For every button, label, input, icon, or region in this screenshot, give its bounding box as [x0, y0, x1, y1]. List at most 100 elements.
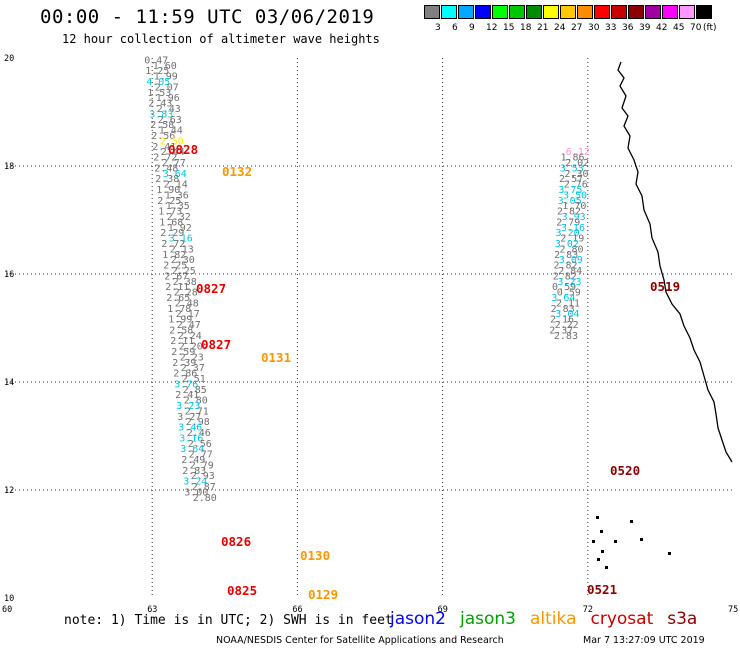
wave-height-value: 2.38	[173, 277, 197, 288]
wave-height-value: 2.47	[177, 320, 201, 331]
wave-height-value: 2.29	[160, 228, 184, 239]
wave-height-value: 2.93	[191, 471, 215, 482]
wave-height-value: 2.13	[170, 244, 194, 255]
wave-height-value: 3.50	[563, 190, 587, 201]
pass-time-label: 0129	[308, 587, 338, 602]
wave-height-value: 3.24	[183, 477, 207, 488]
island-dot	[597, 558, 600, 561]
pass-time-label: 0130	[300, 548, 330, 563]
island-dot	[630, 520, 633, 523]
legend-swatch	[560, 5, 576, 19]
island-dot	[640, 538, 643, 541]
wave-height-value: 1.35	[166, 201, 190, 212]
legend-level-label: 3	[435, 23, 441, 33]
legend-level-label: 21	[537, 23, 549, 33]
pass-time-label: 0827	[201, 337, 231, 352]
legend-swatch	[492, 5, 508, 19]
wave-height-value: 2.07	[155, 82, 179, 93]
wave-height-value: 0.47	[144, 55, 168, 66]
y-tick-label: 10	[4, 594, 14, 604]
wave-height-value: 2.24	[178, 331, 202, 342]
wave-height-value: 2.58	[150, 120, 174, 131]
wave-height-value: 2.82	[553, 261, 577, 272]
wave-height-value: 2.20	[179, 342, 203, 353]
wave-height-value: 2.98	[186, 417, 210, 428]
pass-time-label: 0827	[196, 281, 226, 296]
legend-level-label: 42	[656, 23, 668, 33]
legend-level-label: 18	[520, 23, 532, 33]
legend-level-label: 45	[673, 23, 685, 33]
wave-height-value: 1.92	[168, 223, 192, 234]
wave-height-value: 3.16	[561, 223, 585, 234]
wave-height-value: 2.51	[182, 374, 206, 385]
wave-height-value: 2.63	[158, 115, 182, 126]
wave-height-value: 3.20	[556, 228, 580, 239]
wave-height-value: 2.22	[555, 320, 579, 331]
wave-height-value: 2.25	[163, 261, 187, 272]
island-dot	[668, 552, 671, 555]
wave-height-value: 2.25	[172, 266, 196, 277]
wave-height-value: 1.99	[154, 72, 178, 83]
wave-height-value: 2.37	[181, 363, 205, 374]
y-tick-label: 14	[4, 378, 14, 388]
wave-height-value: 3.53	[560, 163, 584, 174]
wave-height-value: 1.90	[156, 185, 180, 196]
island-dot	[601, 550, 604, 553]
wave-height-value: 2.38	[155, 174, 179, 185]
y-tick-label: 18	[4, 162, 14, 172]
wave-height-value: 2.02	[565, 158, 589, 169]
wave-height-value: 2.14	[164, 180, 188, 191]
wave-height-value: 2.43	[157, 104, 181, 115]
island-dot	[614, 540, 617, 543]
wave-height-value: 2.30	[171, 255, 195, 266]
wave-height-value: 2.82	[553, 271, 577, 282]
wave-height-value: 2.65	[166, 293, 190, 304]
x-tick-label: 63	[147, 605, 157, 615]
wave-height-value: 3.46	[178, 423, 202, 434]
legend-swatch	[594, 5, 610, 19]
legend-level-label: 27	[571, 23, 583, 33]
satellite-name-s3a: s3a	[667, 609, 698, 629]
wave-height-value: 1.73	[158, 207, 182, 218]
wave-height-value: 3.04	[555, 309, 579, 320]
wave-height-value: 3.09	[559, 255, 583, 266]
legend-swatch	[645, 5, 661, 19]
page-subtitle: 12 hour collection of altimeter wave hei…	[62, 32, 380, 46]
wave-height-value: 1.86	[560, 153, 584, 164]
wave-height-value: 3.83	[149, 109, 173, 120]
wave-height-value: 3.23	[557, 277, 581, 288]
legend-level-label: 9	[469, 23, 475, 33]
wave-height-value: 3.64	[163, 169, 187, 180]
coastline	[617, 61, 733, 463]
legend-level-label: 39	[639, 23, 651, 33]
note-text: note: 1) Time is in UTC; 2) SWH is in fe…	[64, 613, 393, 628]
x-tick-label: 69	[438, 605, 448, 615]
pass-time-label: 0828	[168, 142, 198, 157]
pass-time-label: 0826	[221, 534, 251, 549]
legend-swatch	[441, 5, 457, 19]
pass-time-label: 0519	[650, 279, 680, 294]
wave-height-value: 2.67	[164, 271, 188, 282]
x-tick-label: 72	[583, 605, 593, 615]
island-dot	[600, 530, 603, 533]
wave-height-value: 2.32	[167, 212, 191, 223]
wave-height-value: 2.41	[175, 390, 199, 401]
wave-height-value: 2.11	[170, 336, 194, 347]
wave-height-value: 2.48	[175, 298, 199, 309]
x-tick-label: 66	[292, 605, 302, 615]
page-title: 00:00 - 11:59 UTC 03/06/2019	[40, 6, 375, 28]
wave-height-value: 6.12	[566, 147, 590, 158]
wave-height-value: 2.80	[193, 493, 217, 504]
satellite-name-altika: altika	[530, 609, 577, 629]
wave-height-value: 1.96	[156, 93, 180, 104]
wave-height-value: 3.64	[551, 293, 575, 304]
legend-level-label: 36	[622, 23, 634, 33]
wave-height-value: 2.44	[161, 147, 185, 158]
wave-height-value: 2.17	[176, 309, 200, 320]
wave-height-value: 0.59	[552, 282, 576, 293]
wave-height-value: 2.11	[165, 282, 189, 293]
wave-height-value: 2.79	[556, 217, 580, 228]
legend-swatch	[475, 5, 491, 19]
wave-height-value: 2.11	[556, 298, 580, 309]
y-tick-label: 20	[4, 54, 14, 64]
